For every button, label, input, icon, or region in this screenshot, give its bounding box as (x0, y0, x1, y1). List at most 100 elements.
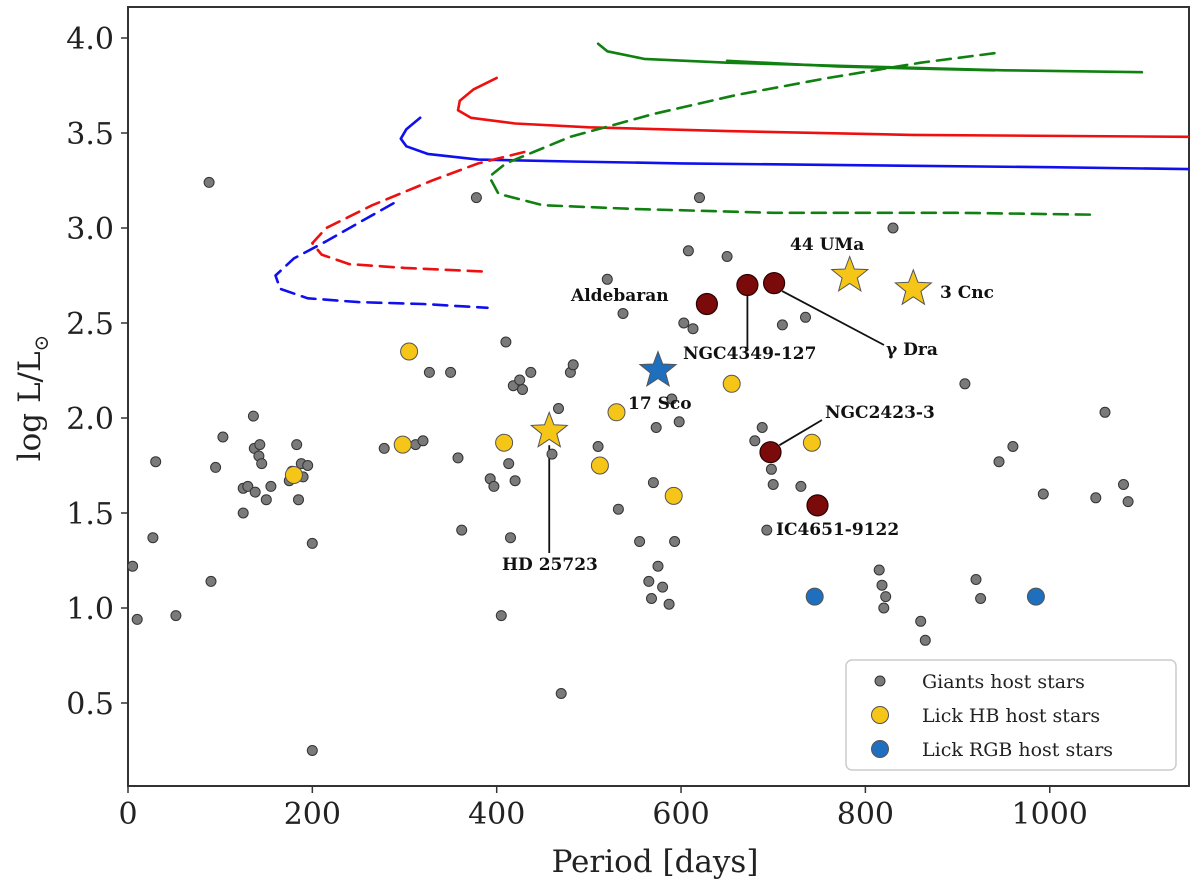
special-point-ngc4349-127 (736, 273, 759, 297)
giants-point-66 (669, 536, 681, 547)
label-3-cnc: 3 Cnc (940, 283, 994, 303)
giants-point-22 (291, 439, 303, 451)
giants-point-35 (456, 524, 468, 536)
special-point-ic4651-9122 (806, 494, 829, 517)
giants-point-3 (150, 456, 162, 468)
leader-gamma-dra (781, 290, 885, 346)
giants-point-38 (488, 480, 500, 492)
giants-point-90 (975, 593, 987, 604)
y-tick-label-1.5: 1.5 (66, 497, 114, 532)
label-ic4651-9122: IC4651-9122 (776, 520, 899, 540)
giants-point-60 (647, 477, 659, 489)
giants-point-62 (652, 560, 664, 572)
giants-point-41 (503, 458, 515, 470)
giants-point-33 (445, 366, 457, 378)
giants-point-70 (687, 323, 699, 335)
giants-point-67 (673, 416, 685, 428)
giants-point-52 (567, 359, 579, 371)
giants-point-89 (970, 574, 982, 585)
lick_rgb-point-0 (805, 587, 824, 606)
giants-point-77 (767, 479, 779, 490)
lick_hb-point-5 (607, 403, 626, 422)
x-tick-label-600: 600 (652, 797, 709, 832)
giants-point-11 (242, 480, 254, 492)
track-red-solid (456, 76, 1190, 139)
label-gamma-dra: γ Dra (886, 340, 938, 360)
leader-ngc2423-3 (778, 419, 823, 446)
giants-point-81 (873, 564, 885, 576)
legend-box (845, 659, 1177, 771)
giants-point-88 (959, 378, 971, 390)
legend-marker-lick-hb (871, 706, 889, 724)
giants-point-64 (663, 598, 675, 610)
lick_hb-point-8 (802, 433, 821, 452)
giants-point-78 (776, 319, 788, 331)
giants-point-19 (265, 480, 277, 492)
lick_rgb-point-1 (1026, 587, 1045, 606)
track-red-dashed (310, 150, 526, 274)
label-aldebaran: Aldebaran (570, 286, 669, 306)
giants-point-9 (237, 507, 249, 519)
giants-point-97 (1122, 496, 1134, 508)
giants-point-1 (131, 613, 143, 625)
giants-point-92 (1007, 441, 1019, 452)
giants-point-18 (260, 494, 272, 506)
giants-point-29 (378, 442, 390, 454)
giants-point-93 (1037, 488, 1049, 500)
giants-point-75 (761, 524, 773, 536)
lick_hb-point-1 (393, 435, 412, 454)
giants-point-39 (495, 610, 507, 622)
giants-point-96 (1118, 479, 1129, 490)
star-marker-17-sco (638, 350, 678, 388)
giants-point-28 (306, 745, 318, 756)
giants-point-68 (678, 317, 690, 329)
x-axis-ticks: 0 200 400 600 800 1000 (118, 786, 1088, 832)
giants-point-36 (470, 192, 482, 204)
y-axis-label-sub: ⊙ (29, 335, 53, 352)
giants-point-26 (302, 460, 314, 471)
giants-point-47 (525, 366, 537, 378)
giants-point-72 (721, 251, 733, 262)
giants-point-65 (666, 393, 678, 405)
giants-point-79 (795, 480, 807, 492)
y-tick-label-0.5: 0.5 (66, 687, 114, 722)
star-marker-hd-25723 (529, 410, 569, 448)
giants-point-53 (592, 441, 604, 452)
giants-point-50 (555, 688, 567, 699)
track-green-solid (596, 42, 1144, 74)
lick_hb-point-0 (284, 466, 303, 484)
track-blue-solid (399, 116, 1190, 171)
giants-point-4 (170, 610, 182, 622)
giants-point-54 (601, 273, 613, 285)
legend-label-lick-hb: Lick HB host stars (922, 705, 1100, 727)
giants-point-40 (500, 336, 512, 348)
giants-point-95 (1099, 406, 1111, 418)
giants-point-27 (306, 537, 318, 549)
y-tick-label-1: 1.0 (66, 592, 114, 627)
giants-point-45 (514, 374, 526, 386)
special-point-dra (762, 272, 786, 295)
giants-point-86 (915, 615, 927, 627)
label-ngc4349-127: NGC4349-127 (683, 344, 816, 364)
track-blue-dashed (274, 202, 489, 310)
y-tick-label-4: 4.0 (66, 22, 114, 57)
legend: Giants host stars Lick HB host stars Lic… (845, 659, 1177, 771)
annotation-leaders (548, 290, 885, 553)
giants-point-34 (452, 452, 464, 464)
x-tick-label-0: 0 (118, 797, 137, 832)
giants-point-76 (765, 463, 777, 475)
y-tick-label-3.5: 3.5 (66, 117, 114, 152)
giants-point-16 (254, 439, 266, 451)
tracks-layer (274, 42, 1190, 310)
giants-point-83 (878, 602, 890, 614)
giants-point-0 (127, 560, 139, 572)
lick_hb-point-6 (664, 486, 683, 505)
track-green-dashed (487, 51, 1098, 216)
label-44-uma: 44 UMa (790, 235, 864, 255)
giants-point-61 (650, 422, 662, 433)
giants-point-63 (657, 581, 669, 593)
x-tick-label-1000: 1000 (1012, 797, 1088, 832)
giants-point-59 (646, 593, 657, 604)
lick_hb-point-2 (400, 342, 419, 361)
